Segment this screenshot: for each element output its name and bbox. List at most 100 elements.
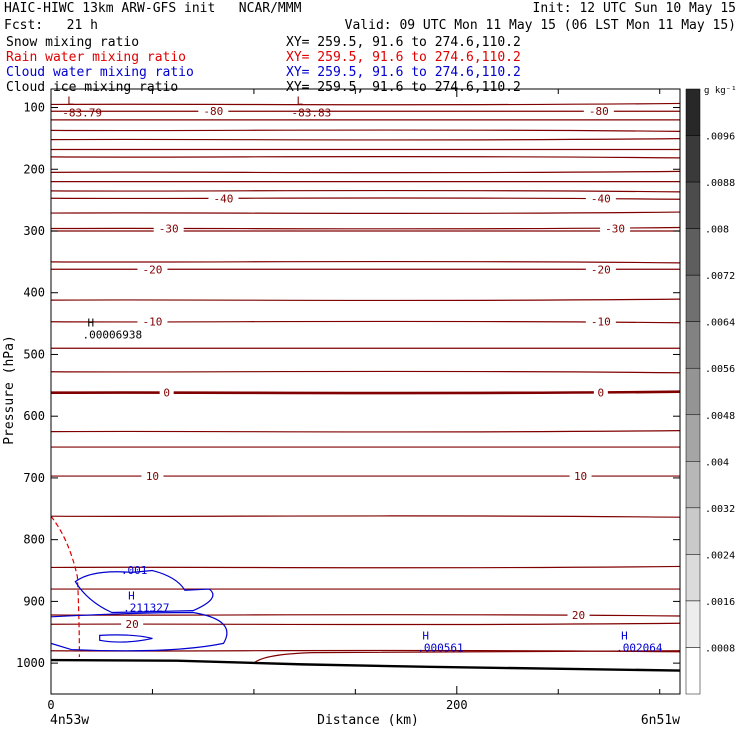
y-axis-label: Pressure (hPa): [2, 335, 17, 445]
contour-label: -30: [605, 223, 625, 236]
extremum-value: .211327: [123, 602, 169, 615]
temperature-contour-line: [50, 260, 681, 264]
field-label-rain: Rain water mixing ratio: [6, 50, 187, 65]
colorbar-swatch: [685, 88, 701, 136]
extremum-marker: L: [297, 94, 304, 107]
contour-label: -80: [589, 105, 609, 118]
field-xy-cloud-ice: XY= 259.5, 91.6 to 274.6,110.2: [286, 80, 521, 95]
valid-time: Valid: 09 UTC Mon 11 May 15 (06 LST Mon …: [344, 18, 736, 33]
colorbar-swatch: [685, 321, 701, 369]
temperature-contour-line: [50, 226, 681, 230]
colorbar-swatch: [685, 554, 701, 602]
contour-label: 20: [126, 618, 139, 631]
temperature-contour-line: [50, 211, 681, 215]
contour-label-bg: [585, 192, 616, 205]
y-tick-label: 200: [23, 162, 45, 176]
contour-label: 0: [598, 387, 605, 400]
y-tick-label: 800: [23, 533, 45, 547]
contour-label-bg: [137, 263, 168, 276]
init-time: Init: 12 UTC Sun 10 May 15: [532, 1, 737, 16]
extremum-value: .000561: [417, 642, 463, 655]
contour-label-bg: [600, 222, 631, 235]
x-tick-label: 200: [446, 698, 468, 712]
contour-label-bg: [569, 470, 592, 483]
colorbar-tick-label: .0008: [705, 643, 735, 654]
temperature-contour-line: [50, 155, 681, 159]
terrain-line: [50, 658, 681, 672]
colorbar-swatch: [685, 461, 701, 509]
colorbar-tick-label: .008: [705, 225, 729, 236]
x-endpoint-left: 4n53w: [50, 713, 89, 728]
extremum-value: .00006938: [83, 329, 143, 342]
colorbar-tick-label: .0048: [705, 411, 735, 422]
extremum-value: -83.83: [292, 106, 332, 119]
temperature-contour-line: [253, 650, 681, 664]
contour-label: -40: [591, 192, 611, 205]
temperature-contour-line: [50, 565, 681, 569]
cloud-water-contour: [99, 634, 153, 643]
colorbar: .0096 .0088 .008 .0072 .0064 .0056 .0048 .004 .0…: [685, 88, 735, 695]
contour-label: 20: [572, 609, 585, 622]
temperature-contour-line: [50, 170, 681, 174]
field-label-cloud-ice: Cloud ice mixing ratio: [6, 80, 179, 95]
temperature-contour-line: [50, 370, 681, 374]
y-tick-label: 300: [23, 224, 45, 238]
temperature-contour-line: [50, 320, 681, 324]
extremum-value: .002064: [616, 642, 663, 655]
temperature-contour-line: [50, 614, 681, 617]
field-label-cloud-water: Cloud water mixing ratio: [6, 65, 194, 80]
contour-label: -10: [143, 316, 163, 329]
temperature-contour-line: [50, 197, 681, 200]
contour-label-bg: [208, 192, 239, 205]
extremum-marker: L: [67, 94, 74, 107]
temperature-contour-line: [50, 298, 681, 302]
x-axis-label: Distance (km): [317, 713, 419, 728]
colorbar-swatch: [685, 647, 701, 695]
contour-label-bg: [159, 386, 174, 399]
colorbar-swatch: [685, 228, 701, 276]
forecast-hour: Fcst: 21 h: [4, 18, 98, 33]
field-xy-cloud-water: XY= 259.5, 91.6 to 274.6,110.2: [286, 65, 521, 80]
contour-label: -30: [159, 223, 179, 236]
y-tick-label: 100: [23, 101, 45, 115]
temperature-contour-line: [50, 390, 681, 395]
field-xy-snow: XY= 259.5, 91.6 to 274.6,110.2: [286, 35, 521, 50]
temperature-contour-line: [50, 189, 681, 193]
cloud-water-label: .001: [121, 564, 148, 577]
colorbar-tick-label: .0088: [705, 178, 735, 189]
field-label-snow: Snow mixing ratio: [6, 35, 140, 50]
contour-label: -20: [591, 263, 611, 276]
temperature-contour-line: [50, 622, 681, 626]
cloud-rain-overlays: .001L-83.79L-83.83H.00006938H.211327H.00…: [50, 94, 681, 672]
temperature-contours: -80 -80 -40 -40 -30 -30 -20 -20 -10 -10 0 0 10 10 20 20: [50, 102, 681, 664]
contour-label-bg: [141, 470, 164, 483]
contour-label-bg: [585, 315, 616, 328]
colorbar-tick-label: .0032: [705, 504, 735, 515]
colorbar-unit: g kg⁻¹: [704, 86, 737, 96]
colorbar-swatch: [685, 367, 701, 416]
temperature-contour-line: [50, 430, 681, 433]
colorbar-swatch: [685, 274, 701, 322]
contour-label: -10: [591, 316, 611, 329]
y-tick-label: 1000: [16, 656, 45, 670]
colorbar-tick-label: .0056: [705, 364, 735, 375]
rain-water-contour: [50, 515, 81, 657]
temperature-contour-line: [50, 129, 681, 132]
extremum-value: -83.79: [62, 106, 102, 119]
colorbar-swatch: [685, 135, 701, 183]
colorbar-swatch: [685, 600, 701, 648]
y-tick-label: 900: [23, 594, 45, 608]
contour-label-bg: [153, 222, 184, 235]
colorbar-swatch: [685, 414, 701, 462]
contour-label: -20: [143, 263, 163, 276]
contour-label-bg: [137, 315, 168, 328]
cloud-water-contour: [74, 569, 214, 614]
extremum-marker: H: [422, 630, 429, 643]
extremum-marker: H: [128, 590, 135, 603]
contour-label: 10: [574, 470, 587, 483]
extremum-marker: H: [621, 630, 628, 643]
contour-label-bg: [583, 105, 614, 118]
colorbar-tick-label: .0064: [705, 318, 735, 329]
